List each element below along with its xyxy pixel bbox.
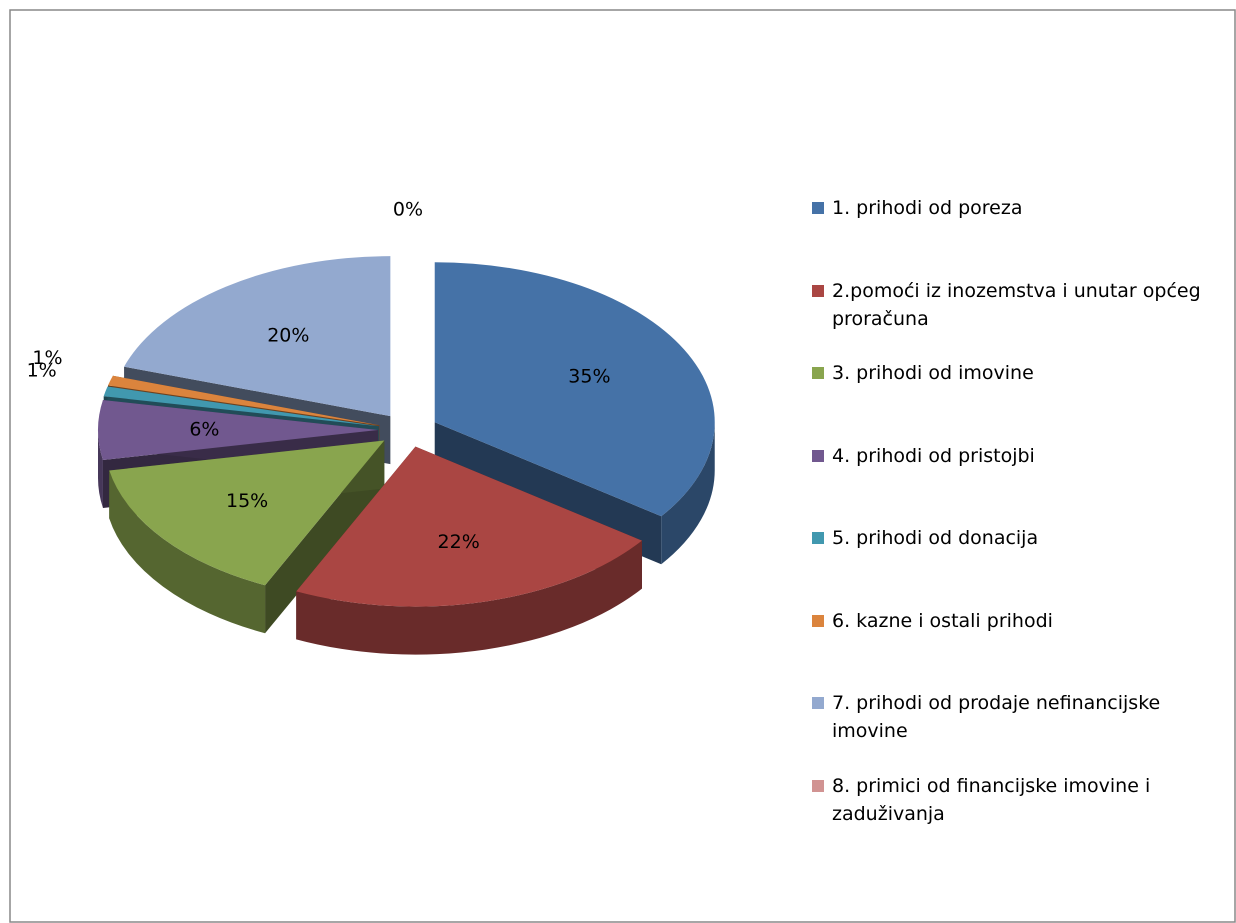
legend-item: 1. prihodi od poreza xyxy=(812,194,1212,277)
data-label: 6% xyxy=(189,419,219,441)
pie-slice xyxy=(109,440,385,634)
data-label: 0% xyxy=(393,199,423,221)
legend-item: 3. prihodi od imovine xyxy=(812,359,1212,442)
slice-side xyxy=(661,422,715,565)
legend-swatch xyxy=(812,367,824,379)
legend-item: 8. primici od financijske imovine i zadu… xyxy=(812,772,1212,855)
legend-swatch xyxy=(812,284,824,297)
legend-item: 6. kazne i ostali prihodi xyxy=(812,607,1212,690)
slice-top xyxy=(109,440,385,586)
legend-label: 4. prihodi od pristojbi xyxy=(832,444,1035,467)
slice-side xyxy=(296,540,642,655)
data-label: 1% xyxy=(27,360,57,382)
legend-label: 5. prihodi od donacija xyxy=(832,527,1039,549)
legend: 1. prihodi od poreza 2.pomoći iz inozemst… xyxy=(812,194,1212,854)
legend-label: 3. prihodi od imovine xyxy=(832,362,1034,384)
data-label: 35% xyxy=(568,366,610,388)
data-label: 22% xyxy=(438,531,480,553)
slice-top xyxy=(296,446,642,607)
legend-item: 7. prihodi od prodaje nefinancijske imov… xyxy=(812,689,1212,772)
legend-swatch xyxy=(812,779,824,792)
legend-swatch xyxy=(812,614,824,627)
legend-label: 7. prihodi od prodaje nefinancijske imov… xyxy=(832,692,1161,742)
legend-label: 8. primici od financijske imovine i zadu… xyxy=(832,774,1151,825)
data-label: 15% xyxy=(226,490,268,512)
slice-side xyxy=(98,430,103,508)
legend-item: 5. prihodi od donacija xyxy=(812,524,1212,607)
pie-slice xyxy=(296,446,642,655)
legend-label: 1. prihodi od poreza xyxy=(832,197,1023,219)
legend-swatch xyxy=(812,697,824,709)
data-label: 20% xyxy=(267,324,309,346)
legend-item: 4. prihodi od pristojbi xyxy=(812,442,1212,525)
legend-label: 6. kazne i ostali prihodi xyxy=(832,609,1053,632)
slice-top xyxy=(107,375,380,426)
legend-label: 2.pomoći iz inozemstva i unutar općeg pr… xyxy=(832,279,1201,330)
legend-item: 2.pomoći iz inozemstva i unutar općeg pr… xyxy=(812,277,1212,360)
data-label: 1% xyxy=(32,347,62,369)
legend-swatch xyxy=(812,202,824,214)
slice-side xyxy=(109,470,266,634)
slice-top xyxy=(124,256,391,417)
legend-swatch xyxy=(812,449,824,462)
slice-top xyxy=(97,400,378,460)
legend-swatch xyxy=(812,532,824,544)
slice-top xyxy=(103,386,379,427)
slice-top xyxy=(434,262,715,517)
